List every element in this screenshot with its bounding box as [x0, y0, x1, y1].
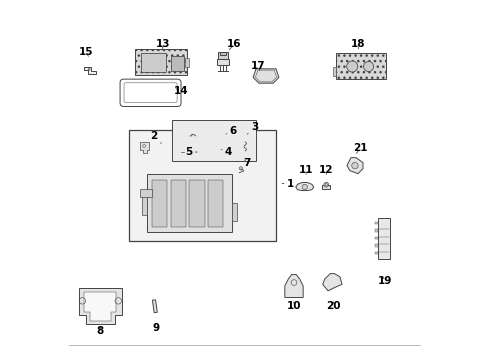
Bar: [375, 229, 377, 232]
Text: 16: 16: [227, 40, 241, 50]
Bar: [195, 135, 199, 136]
Text: 3: 3: [247, 122, 258, 134]
Bar: [243, 139, 247, 142]
Polygon shape: [322, 274, 341, 291]
Text: 12: 12: [318, 165, 333, 175]
Text: 2: 2: [150, 131, 161, 143]
Text: 9: 9: [152, 323, 159, 333]
Bar: [231, 203, 237, 221]
Circle shape: [239, 167, 242, 170]
Text: 15: 15: [79, 46, 93, 57]
Bar: [322, 185, 329, 189]
Circle shape: [302, 184, 307, 190]
Bar: [332, 67, 335, 76]
Text: 6: 6: [225, 126, 236, 135]
Polygon shape: [83, 67, 96, 74]
Text: 7: 7: [243, 158, 250, 168]
Circle shape: [363, 62, 373, 72]
Bar: [375, 252, 377, 255]
Bar: [170, 180, 185, 228]
Bar: [189, 180, 204, 228]
Bar: [375, 237, 377, 239]
Text: 13: 13: [155, 40, 170, 49]
Bar: [172, 120, 256, 161]
Text: 20: 20: [325, 301, 340, 311]
Text: 4: 4: [221, 147, 232, 157]
Circle shape: [351, 162, 357, 169]
Circle shape: [346, 61, 357, 72]
Bar: [220, 52, 225, 55]
Bar: [184, 58, 188, 67]
Bar: [141, 192, 146, 215]
Bar: [377, 218, 389, 258]
Bar: [217, 59, 228, 65]
Polygon shape: [140, 142, 148, 153]
Polygon shape: [253, 69, 278, 83]
Text: 11: 11: [298, 165, 313, 175]
Polygon shape: [84, 292, 116, 320]
Text: 19: 19: [377, 276, 391, 286]
Bar: [176, 152, 181, 153]
Text: 10: 10: [286, 301, 301, 311]
Polygon shape: [284, 275, 303, 297]
Text: 17: 17: [250, 61, 265, 71]
Bar: [183, 152, 193, 153]
Bar: [141, 53, 166, 72]
Bar: [146, 174, 231, 232]
Bar: [129, 130, 276, 241]
Bar: [170, 57, 183, 71]
Polygon shape: [295, 183, 313, 190]
Bar: [218, 53, 227, 59]
Bar: [375, 244, 377, 247]
Bar: [208, 180, 223, 228]
Polygon shape: [346, 158, 362, 174]
Bar: [140, 189, 151, 197]
Text: 21: 21: [352, 143, 366, 153]
Text: 1: 1: [282, 179, 293, 189]
Bar: [135, 49, 187, 75]
Bar: [182, 135, 189, 136]
Bar: [242, 153, 248, 156]
Bar: [375, 222, 377, 225]
Bar: [151, 180, 167, 228]
Polygon shape: [79, 288, 122, 324]
Text: 8: 8: [97, 326, 104, 336]
Text: 18: 18: [350, 40, 365, 49]
Bar: [335, 53, 386, 79]
Text: 5: 5: [185, 147, 197, 157]
Text: 14: 14: [173, 86, 187, 96]
Bar: [152, 300, 157, 313]
Circle shape: [323, 183, 328, 187]
